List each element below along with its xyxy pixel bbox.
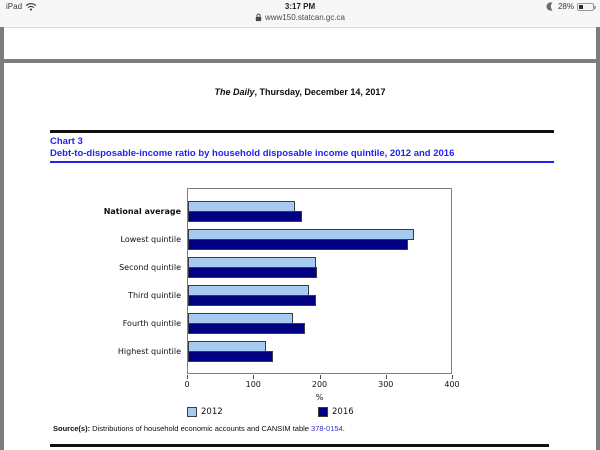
masthead-date: , Thursday, December 14, 2017 <box>254 87 386 97</box>
tick-label: 300 <box>378 380 394 389</box>
bar-group <box>188 309 451 337</box>
bar-2016 <box>188 238 409 250</box>
divider-rule-top <box>50 130 554 133</box>
bar-2016 <box>188 210 302 222</box>
category-axis: National average Lowest quintile Second qu… <box>50 189 181 365</box>
url-bar[interactable]: www150.statcan.gc.ca <box>0 13 600 24</box>
legend-swatch-2012 <box>187 407 197 417</box>
bar-chart: National average Lowest quintile Second qu… <box>50 188 460 428</box>
x-axis-label: % <box>315 393 324 402</box>
tick-label: 400 <box>444 380 460 389</box>
category-label: National average <box>103 206 181 216</box>
plot-area <box>187 188 452 374</box>
category-label: Lowest quintile <box>120 234 181 244</box>
divider-rule-bottom <box>50 444 549 447</box>
legend: 2012 2016 <box>187 407 452 419</box>
status-left: iPad <box>6 2 37 11</box>
cansim-link[interactable]: 378-0154 <box>311 424 343 433</box>
bar-2016 <box>188 322 306 334</box>
legend-item-2016: 2016 <box>318 407 354 417</box>
x-axis: 0 100 200 300 400 <box>184 374 460 390</box>
tick-label: 0 <box>184 380 190 389</box>
tick-label: 200 <box>311 380 328 389</box>
legend-item-2012: 2012 <box>187 407 223 417</box>
battery-percent: 28% <box>557 2 574 11</box>
bar-2016 <box>188 294 316 306</box>
source-note: Source(s): Distributions of household ec… <box>53 424 345 433</box>
category-label: Fourth quintile <box>122 318 181 328</box>
source-suffix: . <box>342 424 345 433</box>
bar-group <box>188 197 451 225</box>
bar-group <box>188 281 451 309</box>
page-frame-left <box>0 27 4 450</box>
battery-icon <box>577 2 596 11</box>
chart-number: Chart 3 <box>50 136 83 147</box>
carrier-label: iPad <box>6 2 23 11</box>
tick-mark <box>253 375 255 379</box>
bar-2016 <box>188 266 317 278</box>
masthead-title: The Daily <box>214 87 255 97</box>
wifi-icon <box>25 3 37 11</box>
url-text: www150.statcan.gc.ca <box>264 13 346 22</box>
bar-group <box>188 225 451 253</box>
clock: 3:17 PM <box>284 2 316 11</box>
status-right: 28% <box>546 2 596 11</box>
category-label: Highest quintile <box>117 346 181 356</box>
bar-group <box>188 337 451 365</box>
source-prefix: Source(s): <box>53 424 91 433</box>
page-frame-top <box>0 59 600 63</box>
legend-label-2016: 2016 <box>332 407 354 417</box>
tick-label: 100 <box>245 380 261 389</box>
title-underline <box>50 161 554 163</box>
tick-mark <box>319 375 321 379</box>
bar-2016 <box>188 350 273 362</box>
bar-group <box>188 253 451 281</box>
legend-label-2012: 2012 <box>201 407 223 417</box>
source-text: Distributions of household economic acco… <box>90 424 312 433</box>
tick-mark <box>385 375 387 379</box>
status-bar: iPad 3:17 PM www150.statcan.gc.ca 28% <box>0 0 600 28</box>
category-label: Second quintile <box>119 262 181 272</box>
moon-icon <box>546 2 553 11</box>
legend-swatch-2016 <box>318 407 328 417</box>
masthead: The Daily, Thursday, December 14, 2017 <box>0 87 600 97</box>
category-label: Third quintile <box>128 290 181 300</box>
chart-title: Debt-to-disposable-income ratio by house… <box>50 148 455 159</box>
lock-icon <box>255 13 262 22</box>
tick-mark <box>187 375 188 379</box>
page-frame-right <box>596 27 600 450</box>
tick-mark <box>452 375 453 379</box>
